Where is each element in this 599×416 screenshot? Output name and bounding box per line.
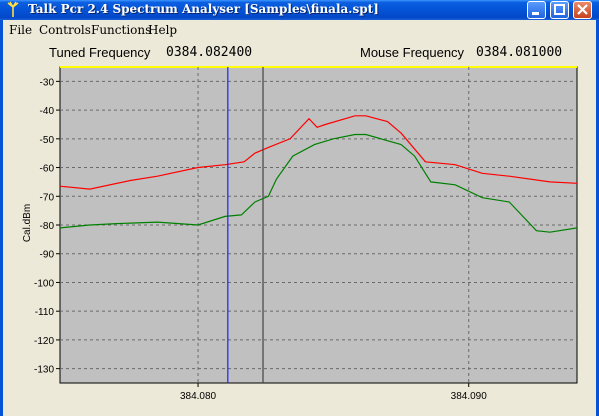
y-axis-label: Cal.dBm	[22, 204, 33, 242]
menu-file[interactable]: File	[9, 23, 33, 37]
y-tick-label: -80	[40, 221, 55, 232]
y-tick-label: -40	[40, 106, 55, 117]
y-tick-label: -120	[34, 336, 54, 347]
y-tick-label: -50	[40, 135, 55, 146]
menu-controls[interactable]: Controls	[39, 23, 91, 37]
menu-help[interactable]: Help	[148, 23, 178, 37]
antenna-icon	[7, 1, 19, 17]
window-border-right	[596, 20, 599, 416]
y-tick-label: -100	[34, 278, 54, 289]
minimize-icon	[532, 12, 539, 15]
window-border-left	[0, 20, 3, 416]
title-bar[interactable]: Talk Pcr 2.4 Spectrum Analyser [Samples\…	[0, 0, 599, 20]
x-tick-label: 384.080	[180, 391, 217, 402]
y-tick-label: -130	[34, 365, 54, 376]
y-tick-label: -90	[40, 250, 55, 261]
menu-bar: File Controls Functions Help	[0, 20, 599, 40]
y-tick-label: -110	[35, 307, 55, 318]
maximize-button[interactable]	[550, 1, 569, 19]
close-icon	[577, 4, 588, 15]
mouse-frequency-label: Mouse Frequency	[360, 45, 465, 60]
x-tick-label: 384.090	[451, 391, 488, 402]
window-title: Talk Pcr 2.4 Spectrum Analyser [Samples\…	[28, 2, 379, 16]
y-tick-label: -70	[40, 192, 55, 203]
frequency-readout-bar: Tuned Frequency 0384.082400 Mouse Freque…	[0, 40, 599, 64]
tuned-frequency-value: 0384.082400	[166, 45, 253, 60]
minimize-button[interactable]	[527, 1, 546, 19]
close-button[interactable]	[573, 1, 592, 19]
tuned-frequency-label: Tuned Frequency	[49, 45, 151, 60]
spectrum-series-1	[59, 115, 578, 190]
y-tick-label: -30	[40, 77, 55, 88]
spectrum-series-2	[59, 133, 578, 233]
y-tick-label: -60	[40, 164, 55, 175]
menu-functions[interactable]: Functions	[91, 23, 152, 37]
maximize-icon	[554, 4, 565, 15]
mouse-frequency-value: 0384.081000	[476, 45, 563, 60]
